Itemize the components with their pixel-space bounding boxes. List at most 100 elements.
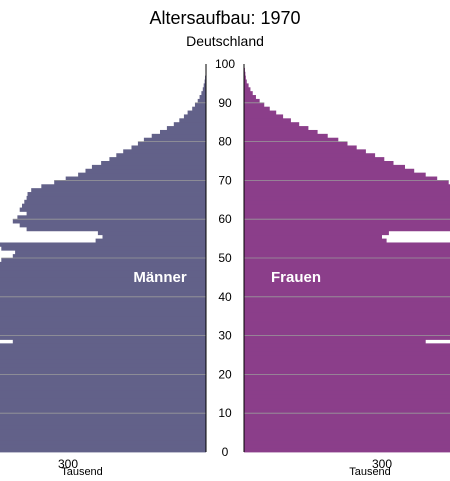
female-bar-age-43 xyxy=(244,281,450,286)
male-bar-age-95 xyxy=(204,79,206,84)
female-bar-age-84 xyxy=(244,122,300,127)
female-bar-age-58 xyxy=(244,223,450,228)
male-bar-age-85 xyxy=(179,118,206,123)
female-bar-age-55 xyxy=(244,234,382,239)
male-bar-age-58 xyxy=(19,223,207,228)
male-bar-age-41 xyxy=(0,289,206,294)
age-tick-80: 80 xyxy=(218,135,232,149)
female-bar-age-72 xyxy=(244,168,415,174)
unit-label-right: Tausend xyxy=(349,466,391,478)
female-bar-age-54 xyxy=(244,238,387,243)
male-bar-age-84 xyxy=(173,122,206,127)
female-bar-age-38 xyxy=(244,300,450,305)
female-bar-age-66 xyxy=(244,192,450,197)
female-bars xyxy=(244,64,450,453)
female-bar-age-20 xyxy=(244,370,450,375)
female-bar-age-33 xyxy=(244,320,450,325)
male-bar-age-68 xyxy=(41,184,206,189)
male-bar-age-60 xyxy=(17,215,207,220)
female-bar-age-36 xyxy=(244,308,450,313)
male-bar-age-81 xyxy=(151,133,206,139)
male-bar-age-30 xyxy=(0,331,206,336)
male-bar-age-31 xyxy=(0,327,206,333)
male-bar-age-67 xyxy=(31,188,207,193)
female-bar-age-71 xyxy=(244,172,426,177)
male-bar-age-64 xyxy=(24,199,206,205)
male-bars xyxy=(0,67,207,453)
male-bar-age-82 xyxy=(160,129,206,135)
female-bar-age-24 xyxy=(244,355,450,360)
male-bar-age-75 xyxy=(109,157,206,162)
female-bar-age-86 xyxy=(244,114,284,119)
female-bar-age-92 xyxy=(244,91,253,96)
female-bar-age-94 xyxy=(244,83,249,88)
female-bar-age-23 xyxy=(244,358,450,364)
age-tick-100: 100 xyxy=(215,57,235,71)
male-bar-age-65 xyxy=(26,195,206,201)
age-tick-60: 60 xyxy=(218,212,232,226)
male-bar-age-80 xyxy=(143,137,206,142)
female-bar-age-45 xyxy=(244,273,450,278)
x-tick-labels: 300300600600 xyxy=(58,457,392,471)
male-bar-age-76 xyxy=(116,153,206,158)
male-bar-age-32 xyxy=(0,323,207,329)
female-bar-age-53 xyxy=(244,242,450,247)
female-bar-age-85 xyxy=(244,118,291,123)
male-bar-age-3 xyxy=(0,436,206,441)
male-bar-age-29 xyxy=(0,335,206,340)
female-bar-age-63 xyxy=(244,203,450,208)
female-bar-age-0 xyxy=(244,448,450,453)
female-bar-age-15 xyxy=(244,389,450,395)
female-label: Frauen xyxy=(271,269,321,286)
male-bar-age-79 xyxy=(137,141,206,146)
male-bar-age-93 xyxy=(202,87,206,92)
female-bar-age-96 xyxy=(244,75,246,80)
age-tick-50: 50 xyxy=(218,251,232,265)
female-bar-age-51 xyxy=(244,250,450,255)
male-bar-age-21 xyxy=(0,366,207,371)
female-bar-age-17 xyxy=(244,382,450,387)
male-bar-age-51 xyxy=(15,250,206,255)
male-bar-age-34 xyxy=(0,316,206,321)
female-bar-age-14 xyxy=(244,393,450,399)
female-bar-age-79 xyxy=(244,141,348,146)
female-bar-age-56 xyxy=(244,230,389,236)
male-bar-age-15 xyxy=(0,389,207,395)
male-bar-age-9 xyxy=(0,413,207,418)
axes xyxy=(205,64,245,452)
male-bar-age-24 xyxy=(0,355,206,360)
female-bar-age-87 xyxy=(244,110,277,115)
female-bar-age-91 xyxy=(244,95,256,100)
male-bar-age-72 xyxy=(85,168,206,174)
male-bar-age-2 xyxy=(0,440,206,445)
male-bar-age-25 xyxy=(0,351,206,356)
female-bar-age-78 xyxy=(244,145,357,150)
female-bar-age-50 xyxy=(244,254,450,259)
x-tick-left-300: 300 xyxy=(58,457,78,471)
male-bar-age-69 xyxy=(54,180,207,185)
female-bar-age-69 xyxy=(244,180,449,185)
male-bar-age-62 xyxy=(19,207,207,212)
male-bar-age-0 xyxy=(0,448,206,453)
female-bar-age-13 xyxy=(244,397,450,402)
female-bar-age-52 xyxy=(244,246,450,251)
female-bar-age-47 xyxy=(244,265,450,271)
male-bar-age-91 xyxy=(199,95,206,100)
female-bar-age-4 xyxy=(244,432,450,437)
age-tick-20: 20 xyxy=(218,367,232,381)
male-bar-age-52 xyxy=(1,246,206,251)
male-bar-age-78 xyxy=(131,145,206,150)
female-bar-age-8 xyxy=(244,417,450,422)
female-bar-age-42 xyxy=(244,285,450,290)
male-bar-age-86 xyxy=(183,114,206,119)
female-bar-age-26 xyxy=(244,347,450,352)
female-bar-age-65 xyxy=(244,195,450,201)
male-bar-age-11 xyxy=(0,405,206,410)
age-tick-0: 0 xyxy=(222,445,229,459)
chart-subtitle: Deutschland xyxy=(186,33,264,49)
male-bar-age-23 xyxy=(0,358,206,364)
female-bar-age-89 xyxy=(244,102,265,108)
female-bar-age-74 xyxy=(244,161,394,166)
female-bar-age-62 xyxy=(244,207,450,212)
